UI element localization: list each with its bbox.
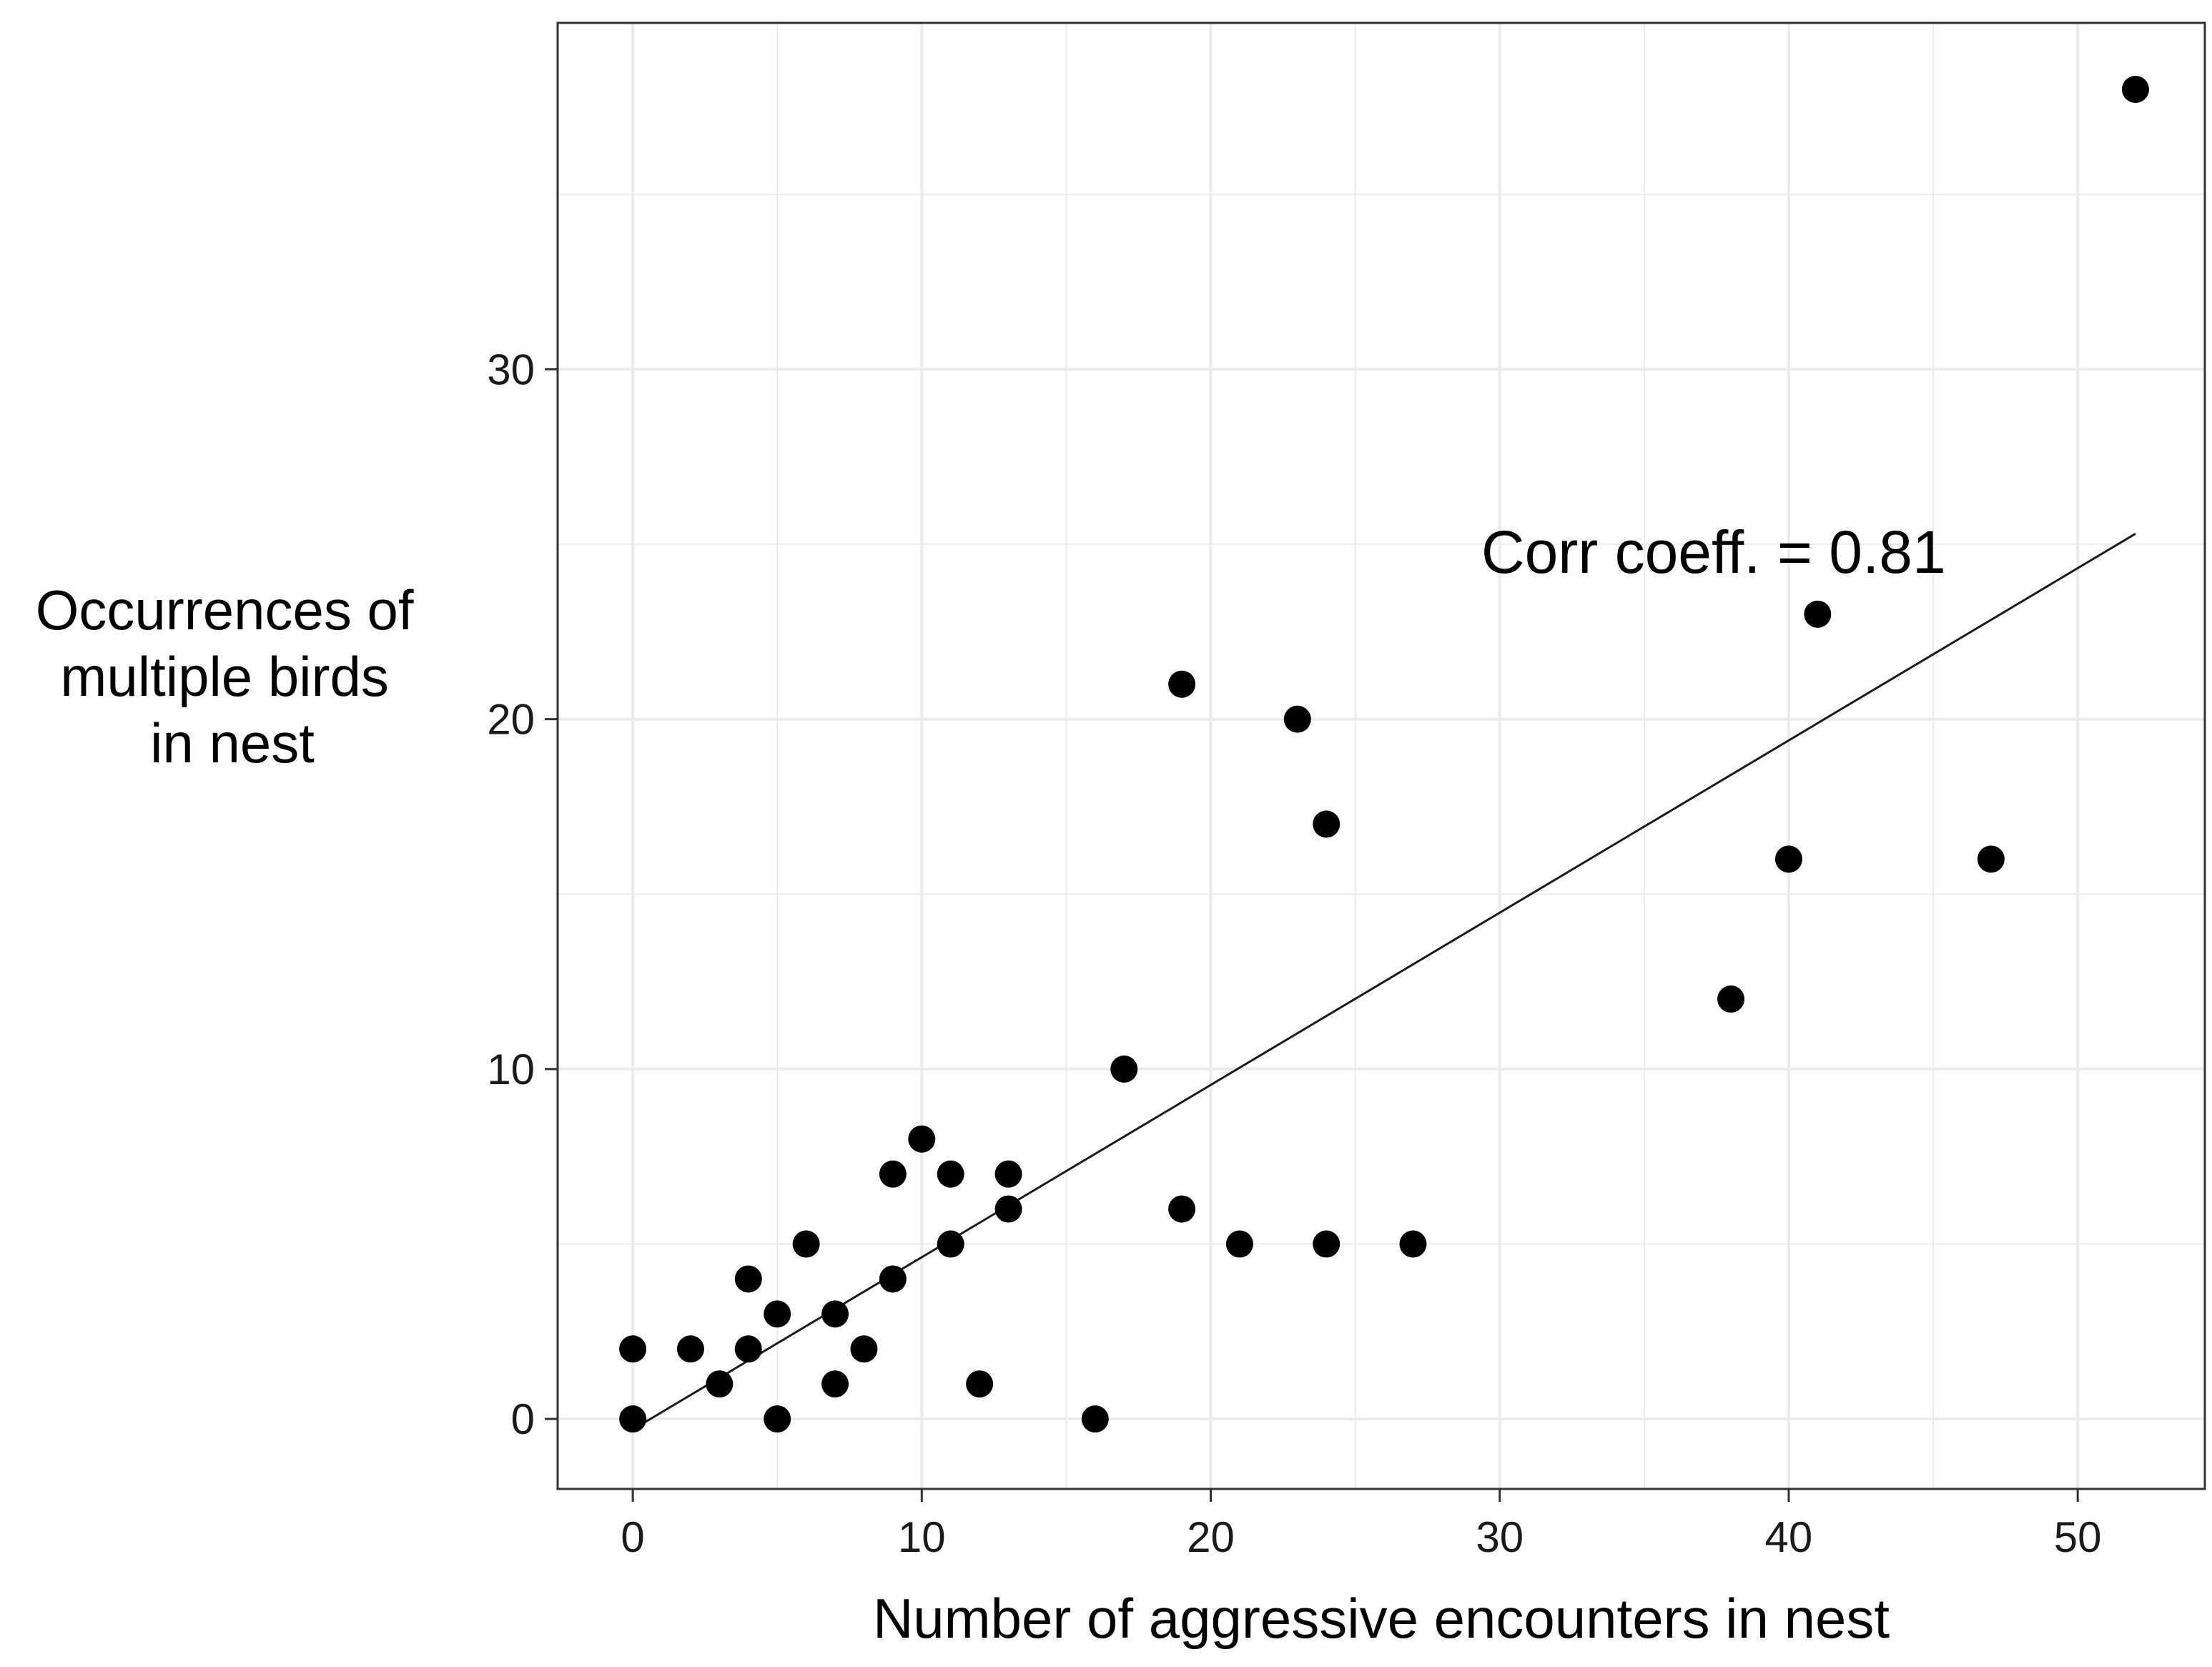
- data-point: [734, 1265, 762, 1293]
- data-point: [908, 1125, 936, 1153]
- data-point: [937, 1160, 964, 1188]
- data-point: [1717, 985, 1745, 1013]
- data-point: [1313, 810, 1340, 838]
- data-point: [937, 1230, 964, 1258]
- x-tick-label: 40: [1765, 1513, 1813, 1561]
- x-tick-label: 0: [621, 1513, 644, 1561]
- data-point: [2121, 75, 2149, 103]
- data-point: [994, 1195, 1022, 1223]
- data-point: [1168, 1195, 1196, 1223]
- data-point: [966, 1370, 994, 1398]
- y-tick-label: 30: [487, 345, 535, 393]
- regression-line: [632, 533, 2136, 1431]
- major-gridlines: [558, 23, 2205, 1489]
- x-tick-label: 50: [2054, 1513, 2102, 1561]
- data-point: [792, 1230, 820, 1258]
- x-tick-label: 30: [1476, 1513, 1524, 1561]
- y-axis-title-line-1: Occurrences of: [36, 579, 414, 641]
- data-point: [619, 1335, 647, 1363]
- x-tick-label: 10: [898, 1513, 946, 1561]
- y-axis-title-line-2: multiple birds: [60, 645, 389, 708]
- data-point: [1804, 600, 1832, 628]
- minor-gridlines: [558, 23, 2205, 1489]
- data-points: [619, 75, 2149, 1433]
- data-point: [994, 1160, 1022, 1188]
- y-tick-label: 10: [487, 1046, 535, 1093]
- data-point: [1399, 1230, 1427, 1258]
- data-point: [879, 1160, 907, 1188]
- data-point: [1110, 1055, 1138, 1083]
- data-point: [1313, 1230, 1340, 1258]
- y-axis-title-line-3: in nest: [150, 712, 315, 775]
- data-point: [734, 1335, 762, 1363]
- y-tick-label: 20: [487, 696, 535, 744]
- data-point: [676, 1335, 704, 1363]
- data-point: [1283, 705, 1311, 733]
- data-point: [764, 1405, 791, 1433]
- x-axis-ticks: 0 10 20 30 40 50: [621, 1489, 2102, 1561]
- data-point: [1977, 845, 2005, 873]
- data-point: [879, 1265, 907, 1293]
- data-point: [764, 1300, 791, 1328]
- data-point: [706, 1370, 734, 1398]
- data-point: [1225, 1230, 1253, 1258]
- x-axis-title: Number of aggressive encounters in nest: [873, 1587, 1890, 1650]
- x-tick-label: 20: [1187, 1513, 1235, 1561]
- data-point: [619, 1405, 647, 1433]
- data-point: [821, 1370, 849, 1398]
- y-axis-ticks: 0 10 20 30: [487, 345, 558, 1443]
- data-point: [1168, 670, 1196, 698]
- data-point: [1774, 845, 1802, 873]
- panel-border: [556, 21, 2206, 1490]
- data-point: [850, 1335, 878, 1363]
- data-point: [1081, 1405, 1109, 1433]
- y-tick-label: 0: [511, 1395, 535, 1443]
- correlation-annotation: Corr coeff. = 0.81: [1481, 518, 1946, 586]
- data-point: [821, 1300, 849, 1328]
- y-axis-title: Occurrences of multiple birds in nest: [36, 579, 430, 775]
